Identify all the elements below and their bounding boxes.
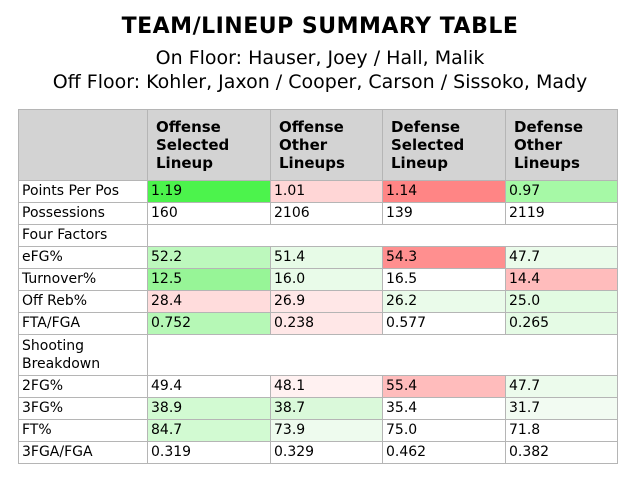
row-label: Turnover% <box>18 268 148 291</box>
header-offense-other: Offense Other Lineups <box>270 109 383 181</box>
row-label: Shooting Breakdown <box>18 334 148 376</box>
table-cell: 2106 <box>270 202 383 225</box>
on-floor-subtitle: On Floor: Hauser, Joey / Hall, Malik <box>155 47 485 69</box>
row-label: eFG% <box>18 246 148 269</box>
table-cell: 84.7 <box>147 419 271 442</box>
table-cell: 38.9 <box>147 397 271 420</box>
header-corner <box>18 109 148 181</box>
row-label: Off Reb% <box>18 290 148 313</box>
table-cell: 48.1 <box>270 375 383 398</box>
table-cell: 28.4 <box>147 290 271 313</box>
table-cell: 31.7 <box>505 397 618 420</box>
header-row: Offense Selected Lineup Offense Other Li… <box>18 109 618 181</box>
table-cell: 73.9 <box>270 419 383 442</box>
table-cell: 26.2 <box>382 290 506 313</box>
table-row: Possessions 160 2106 139 2119 <box>18 202 618 225</box>
table-cell: 160 <box>147 202 271 225</box>
table-row: Turnover% 12.5 16.0 16.5 14.4 <box>18 268 618 291</box>
table-cell: 75.0 <box>382 419 506 442</box>
table-row: eFG% 52.2 51.4 54.3 47.7 <box>18 246 618 269</box>
table-cell: 38.7 <box>270 397 383 420</box>
row-label: 3FGA/FGA <box>18 441 148 464</box>
header-defense-selected: Defense Selected Lineup <box>382 109 506 181</box>
header-defense-other: Defense Other Lineups <box>505 109 618 181</box>
row-label: Points Per Pos <box>18 180 148 203</box>
table-cell: 139 <box>382 202 506 225</box>
table-cell: 25.0 <box>505 290 618 313</box>
section-spacer <box>147 224 618 247</box>
table-cell: 0.238 <box>270 312 383 335</box>
table-cell: 0.462 <box>382 441 506 464</box>
table-cell: 71.8 <box>505 419 618 442</box>
page-title: TEAM/LINEUP SUMMARY TABLE <box>121 14 519 39</box>
table-cell: 12.5 <box>147 268 271 291</box>
table-cell: 1.19 <box>147 180 271 203</box>
table-cell: 35.4 <box>382 397 506 420</box>
table-cell: 0.265 <box>505 312 618 335</box>
table-cell: 1.14 <box>382 180 506 203</box>
table-cell: 52.2 <box>147 246 271 269</box>
table-cell: 0.329 <box>270 441 383 464</box>
table-cell: 55.4 <box>382 375 506 398</box>
row-label: FT% <box>18 419 148 442</box>
table-cell: 16.5 <box>382 268 506 291</box>
header-offense-selected: Offense Selected Lineup <box>147 109 271 181</box>
table-row: Points Per Pos 1.19 1.01 1.14 0.97 <box>18 180 618 203</box>
section-spacer <box>147 334 618 376</box>
table-row: FT% 84.7 73.9 75.0 71.8 <box>18 419 618 442</box>
row-label: 3FG% <box>18 397 148 420</box>
table-cell: 54.3 <box>382 246 506 269</box>
table-row: Four Factors <box>18 224 618 247</box>
table-cell: 2119 <box>505 202 618 225</box>
table-cell: 16.0 <box>270 268 383 291</box>
table-cell: 0.752 <box>147 312 271 335</box>
table-row: FTA/FGA 0.752 0.238 0.577 0.265 <box>18 312 618 335</box>
table-row: 3FG% 38.9 38.7 35.4 31.7 <box>18 397 618 420</box>
table-cell: 0.319 <box>147 441 271 464</box>
row-label: FTA/FGA <box>18 312 148 335</box>
table-row: 2FG% 49.4 48.1 55.4 47.7 <box>18 375 618 398</box>
table-cell: 47.7 <box>505 375 618 398</box>
row-label: 2FG% <box>18 375 148 398</box>
table-cell: 0.97 <box>505 180 618 203</box>
table-cell: 0.577 <box>382 312 506 335</box>
row-label: Four Factors <box>18 224 148 247</box>
summary-table: Offense Selected Lineup Offense Other Li… <box>18 109 618 464</box>
table-row: Off Reb% 28.4 26.9 26.2 25.0 <box>18 290 618 313</box>
table-cell: 47.7 <box>505 246 618 269</box>
table-row: Shooting Breakdown <box>18 334 618 376</box>
table-cell: 14.4 <box>505 268 618 291</box>
table-cell: 51.4 <box>270 246 383 269</box>
table-cell: 1.01 <box>270 180 383 203</box>
table-cell: 26.9 <box>270 290 383 313</box>
row-label: Possessions <box>18 202 148 225</box>
table-cell: 0.382 <box>505 441 618 464</box>
table-row: 3FGA/FGA 0.319 0.329 0.462 0.382 <box>18 441 618 464</box>
off-floor-subtitle: Off Floor: Kohler, Jaxon / Cooper, Carso… <box>52 71 588 93</box>
table-cell: 49.4 <box>147 375 271 398</box>
